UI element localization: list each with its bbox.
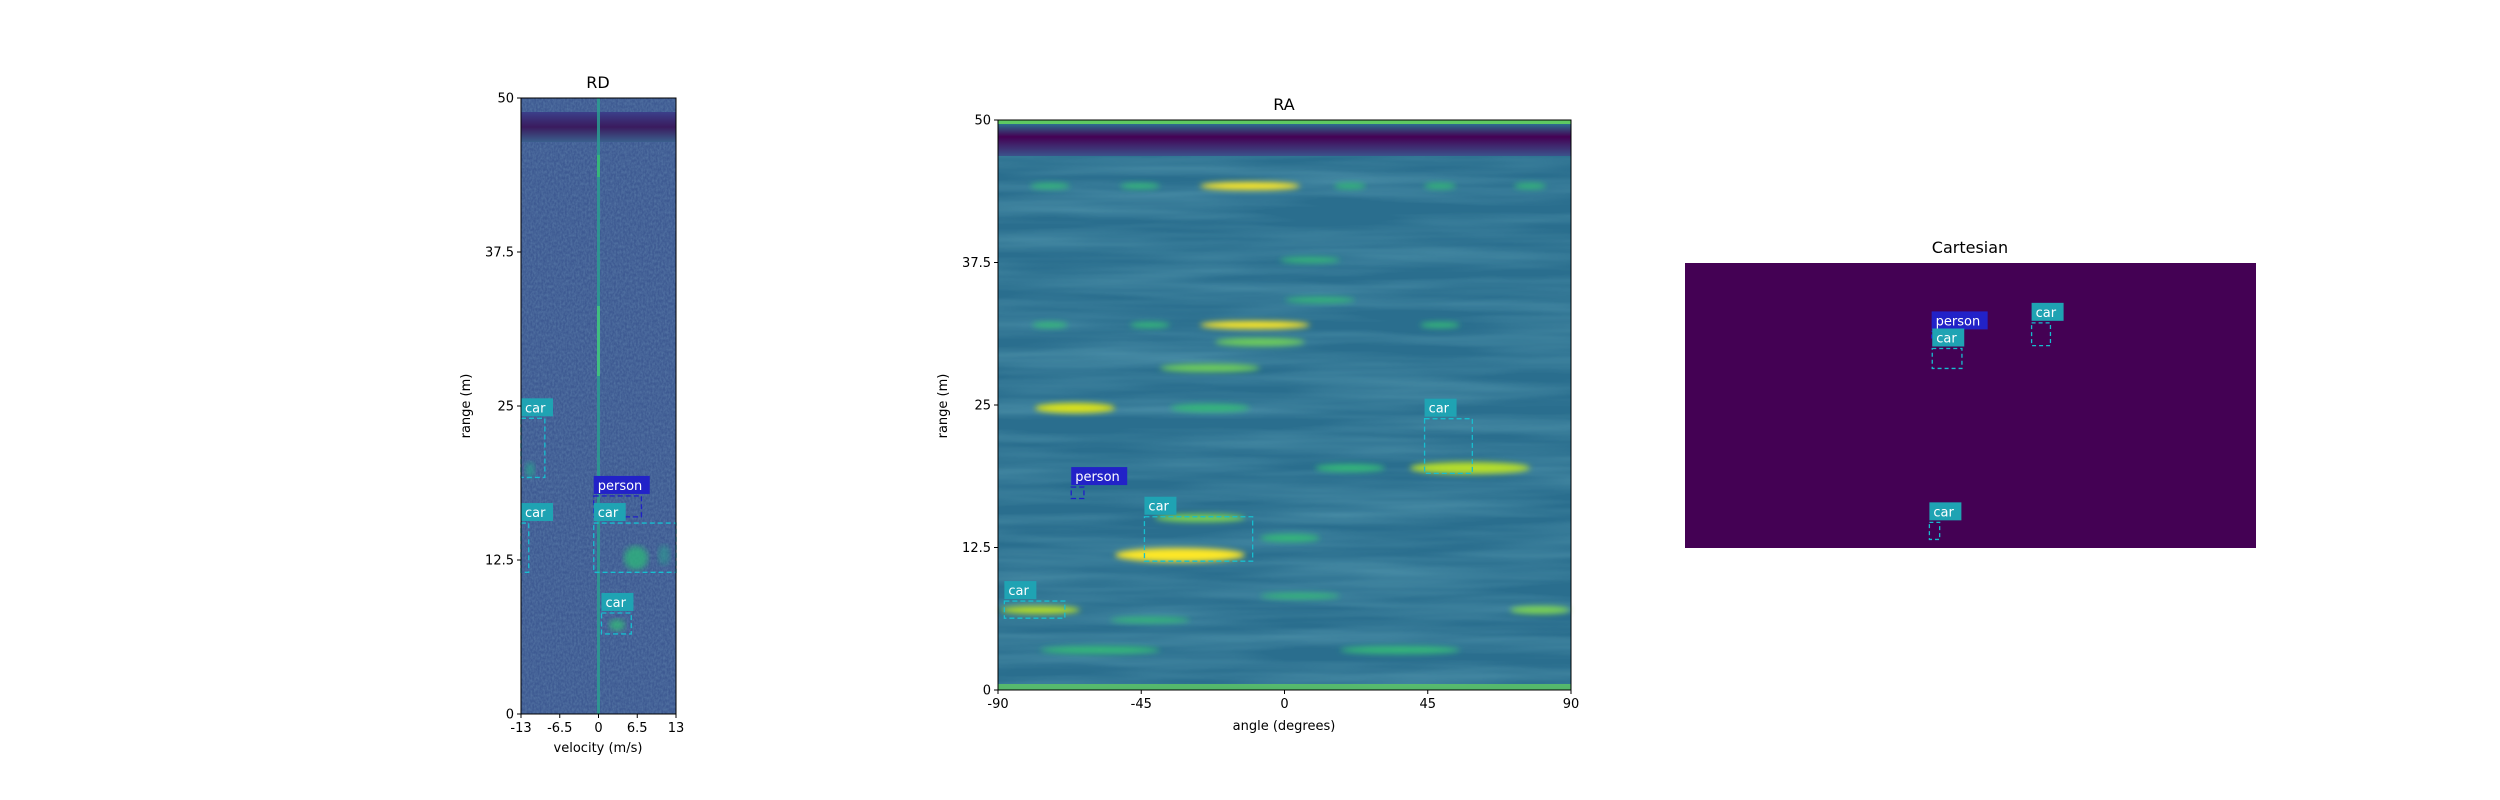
rd-ytick-label: 25 xyxy=(497,400,514,415)
ra-person-label-bg xyxy=(1071,467,1128,486)
rd-xtick-label: 0 xyxy=(594,721,602,736)
cartesian-car-box xyxy=(2030,322,2052,347)
ra-person-box xyxy=(1070,486,1085,500)
rd-xlabel: velocity (m/s) xyxy=(554,741,643,756)
ra-car-label-bg xyxy=(1144,496,1177,515)
rd-detections: car person car car car xyxy=(520,398,677,635)
rd-car-box xyxy=(600,612,632,635)
ra-car-box xyxy=(1143,516,1254,562)
ra-xtick-label: 90 xyxy=(1563,697,1580,712)
rd-xtick-label: -6.5 xyxy=(547,721,572,736)
rd-car-label: car xyxy=(605,596,626,611)
rd-ytick-label: 50 xyxy=(497,92,514,107)
rd-ylabel: range (m) xyxy=(459,374,474,439)
ra-ytick-label: 25 xyxy=(974,399,991,414)
rd-axis-ticks: -13 -6.5 0 6.5 13 0 12.5 25 37.5 50 xyxy=(485,92,684,737)
ra-car-label-bg xyxy=(1004,581,1037,600)
ra-ylabel: range (m) xyxy=(936,374,951,439)
rd-car-label-bg xyxy=(601,592,634,611)
ra-heatmap xyxy=(998,120,1571,690)
cartesian-heatmap xyxy=(1685,263,2256,548)
ra-xtick-label: 0 xyxy=(1280,697,1288,712)
rd-panel: RD car person car car car -13 -6.5 0 6.5 13 0 12.5… xyxy=(459,73,684,756)
ra-panel: RA xyxy=(936,95,1579,734)
rd-xtick-label: -13 xyxy=(510,721,531,736)
ra-ytick-label: 50 xyxy=(974,114,991,129)
cartesian-title: Cartesian xyxy=(1932,238,2008,257)
rd-car-label: car xyxy=(598,506,619,521)
rd-ytick-label: 0 xyxy=(506,708,514,723)
cartesian-car-label-bg xyxy=(1929,502,1962,521)
ra-ytick-label: 37.5 xyxy=(962,256,991,271)
cartesian-panel: Cartesian car person car car xyxy=(1685,238,2256,548)
ra-car-label: car xyxy=(1429,402,1450,417)
ra-car-label: car xyxy=(1008,584,1029,599)
rd-car-label: car xyxy=(525,401,546,416)
ra-xtick-label: 45 xyxy=(1419,697,1436,712)
cartesian-person-label-bg xyxy=(1931,311,1988,330)
ra-xtick-label: -90 xyxy=(987,697,1008,712)
cartesian-car-box xyxy=(1931,347,1963,370)
ra-detections: car person car car xyxy=(1003,398,1473,619)
cartesian-car-label-bg xyxy=(1932,328,1965,347)
rd-car-label-bg xyxy=(593,503,626,522)
rd-car-label: car xyxy=(525,506,546,521)
rd-car-label-bg xyxy=(521,398,553,417)
rd-car-label-bg xyxy=(521,503,553,522)
cartesian-car-label: car xyxy=(1936,332,1957,347)
rd-title: RD xyxy=(586,73,609,92)
ra-car-box xyxy=(1003,600,1066,619)
rd-ytick-label: 12.5 xyxy=(485,554,514,569)
ra-axis-ticks: -90 -45 0 45 90 0 12.5 25 37.5 50 xyxy=(962,114,1579,713)
rd-person-label: person xyxy=(598,479,643,494)
ra-xtick-label: -45 xyxy=(1131,697,1152,712)
ra-person-label: person xyxy=(1075,470,1120,485)
rd-ytick-label: 37.5 xyxy=(485,246,514,261)
ra-car-label: car xyxy=(1148,500,1169,515)
cartesian-detections: car person car car xyxy=(1928,302,2064,541)
rd-xtick-label: 13 xyxy=(668,721,685,736)
ra-ytick-label: 0 xyxy=(983,684,991,699)
cartesian-car-label-bg xyxy=(2031,302,2064,321)
rd-person-label-bg xyxy=(593,475,650,494)
ra-car-label-bg xyxy=(1424,398,1457,417)
ra-ytick-label: 12.5 xyxy=(962,541,991,556)
ra-car-box xyxy=(1423,418,1473,475)
cartesian-car-label: car xyxy=(2036,306,2057,321)
cartesian-car-label: car xyxy=(1933,505,1954,520)
cartesian-person-label: person xyxy=(1936,314,1981,329)
rd-heatmap xyxy=(521,98,676,714)
rd-xtick-label: 6.5 xyxy=(627,721,648,736)
ra-title: RA xyxy=(1273,95,1294,114)
ra-xlabel: angle (degrees) xyxy=(1233,719,1336,734)
